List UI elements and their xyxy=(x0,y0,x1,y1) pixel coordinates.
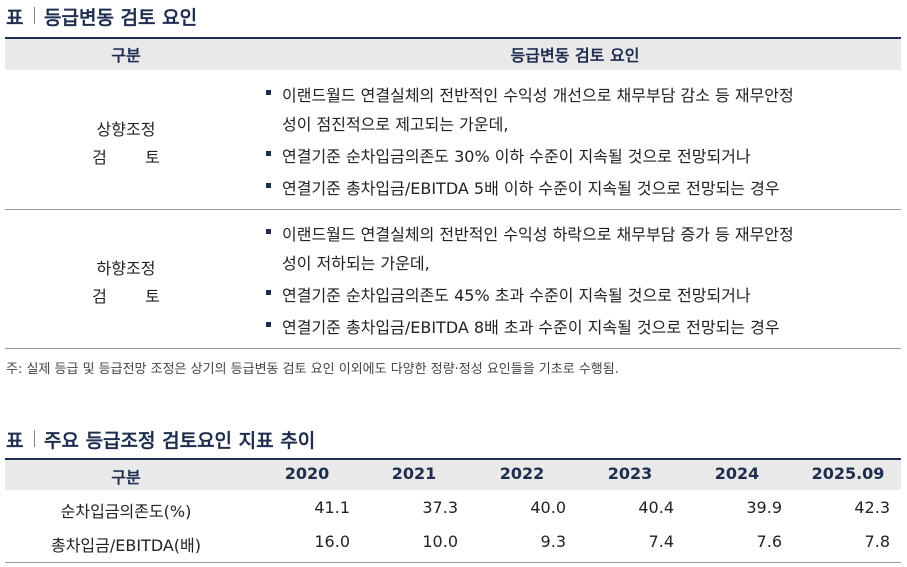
row-category: 상향조정 xyxy=(96,120,156,139)
cell-value: 9.3 xyxy=(540,532,566,551)
header-cell: 등급변동 검토 요인 xyxy=(510,46,640,65)
header-cell: 구분 xyxy=(111,46,141,65)
title-label: 표 xyxy=(6,430,24,452)
bullet xyxy=(266,229,271,234)
header-cell: 구분 xyxy=(111,468,141,487)
row-label: 순차입금의존도(%) xyxy=(60,502,192,521)
header-cell: 2021 xyxy=(391,464,437,483)
bullet xyxy=(266,322,271,327)
item-text: 이랜드월드 연결실체의 전반적인 수익성 개선으로 채무부담 감소 등 재무안정 xyxy=(282,86,794,105)
title-separator xyxy=(34,430,35,447)
title: 주요 등급조정 검토요인 지표 추이 xyxy=(44,430,316,452)
header-cell: 2023 xyxy=(607,464,653,483)
cell-value: 42.3 xyxy=(854,498,890,517)
cell-value: 7.4 xyxy=(648,532,674,551)
cell-value: 16.0 xyxy=(314,532,350,551)
bullet xyxy=(266,151,271,156)
title-label: 표 xyxy=(6,7,24,29)
item-text: 이랜드월드 연결실체의 전반적인 수익성 하락으로 채무부담 증가 등 재무안정 xyxy=(282,225,794,244)
row-label: 총차입금/EBITDA(배) xyxy=(50,536,202,555)
item-text: 성이 저하되는 가운데, xyxy=(282,254,430,273)
cell-value: 7.8 xyxy=(864,532,890,551)
header-cell: 2025.09 xyxy=(811,464,885,483)
item-text: 연결기준 총차입금/EBITDA 5배 이하 수준이 지속될 것으로 전망되는 … xyxy=(282,179,780,198)
row-category: 검토 xyxy=(92,148,199,167)
header-bg xyxy=(5,37,901,70)
item-text: 연결기준 순차입금의존도 45% 초과 수준이 지속될 것으로 전망되거나 xyxy=(282,286,751,305)
bullet xyxy=(266,183,271,188)
header-cell: 2024 xyxy=(714,464,760,483)
row-border xyxy=(5,209,901,210)
title-separator xyxy=(34,7,35,24)
header-bg xyxy=(5,458,901,490)
cell-value: 41.1 xyxy=(314,498,350,517)
item-text: 연결기준 총차입금/EBITDA 8배 초과 수준이 지속될 것으로 전망되는 … xyxy=(282,318,780,337)
row-category: 하향조정 xyxy=(96,259,156,278)
header-cell: 2020 xyxy=(284,464,330,483)
item-text: 성이 점진적으로 제고되는 가운데, xyxy=(282,115,509,134)
cell-value: 40.4 xyxy=(638,498,674,517)
note: 주: 실제 등급 및 등급전망 조정은 상기의 등급변동 검토 요인 이외에도 … xyxy=(6,362,619,377)
item-text: 연결기준 순차입금의존도 30% 이하 수준이 지속될 것으로 전망되거나 xyxy=(282,147,751,166)
row-category: 검토 xyxy=(92,287,199,306)
cell-value: 39.9 xyxy=(746,498,782,517)
row-border xyxy=(5,348,901,349)
cell-value: 40.0 xyxy=(530,498,566,517)
cell-value: 7.6 xyxy=(756,532,782,551)
cell-value: 10.0 xyxy=(422,532,458,551)
cell-value: 37.3 xyxy=(422,498,458,517)
header-cell: 2022 xyxy=(499,464,545,483)
bullet xyxy=(266,290,271,295)
table-bottom xyxy=(5,562,901,563)
bullet xyxy=(266,90,271,95)
title: 등급변동 검토 요인 xyxy=(44,7,198,29)
